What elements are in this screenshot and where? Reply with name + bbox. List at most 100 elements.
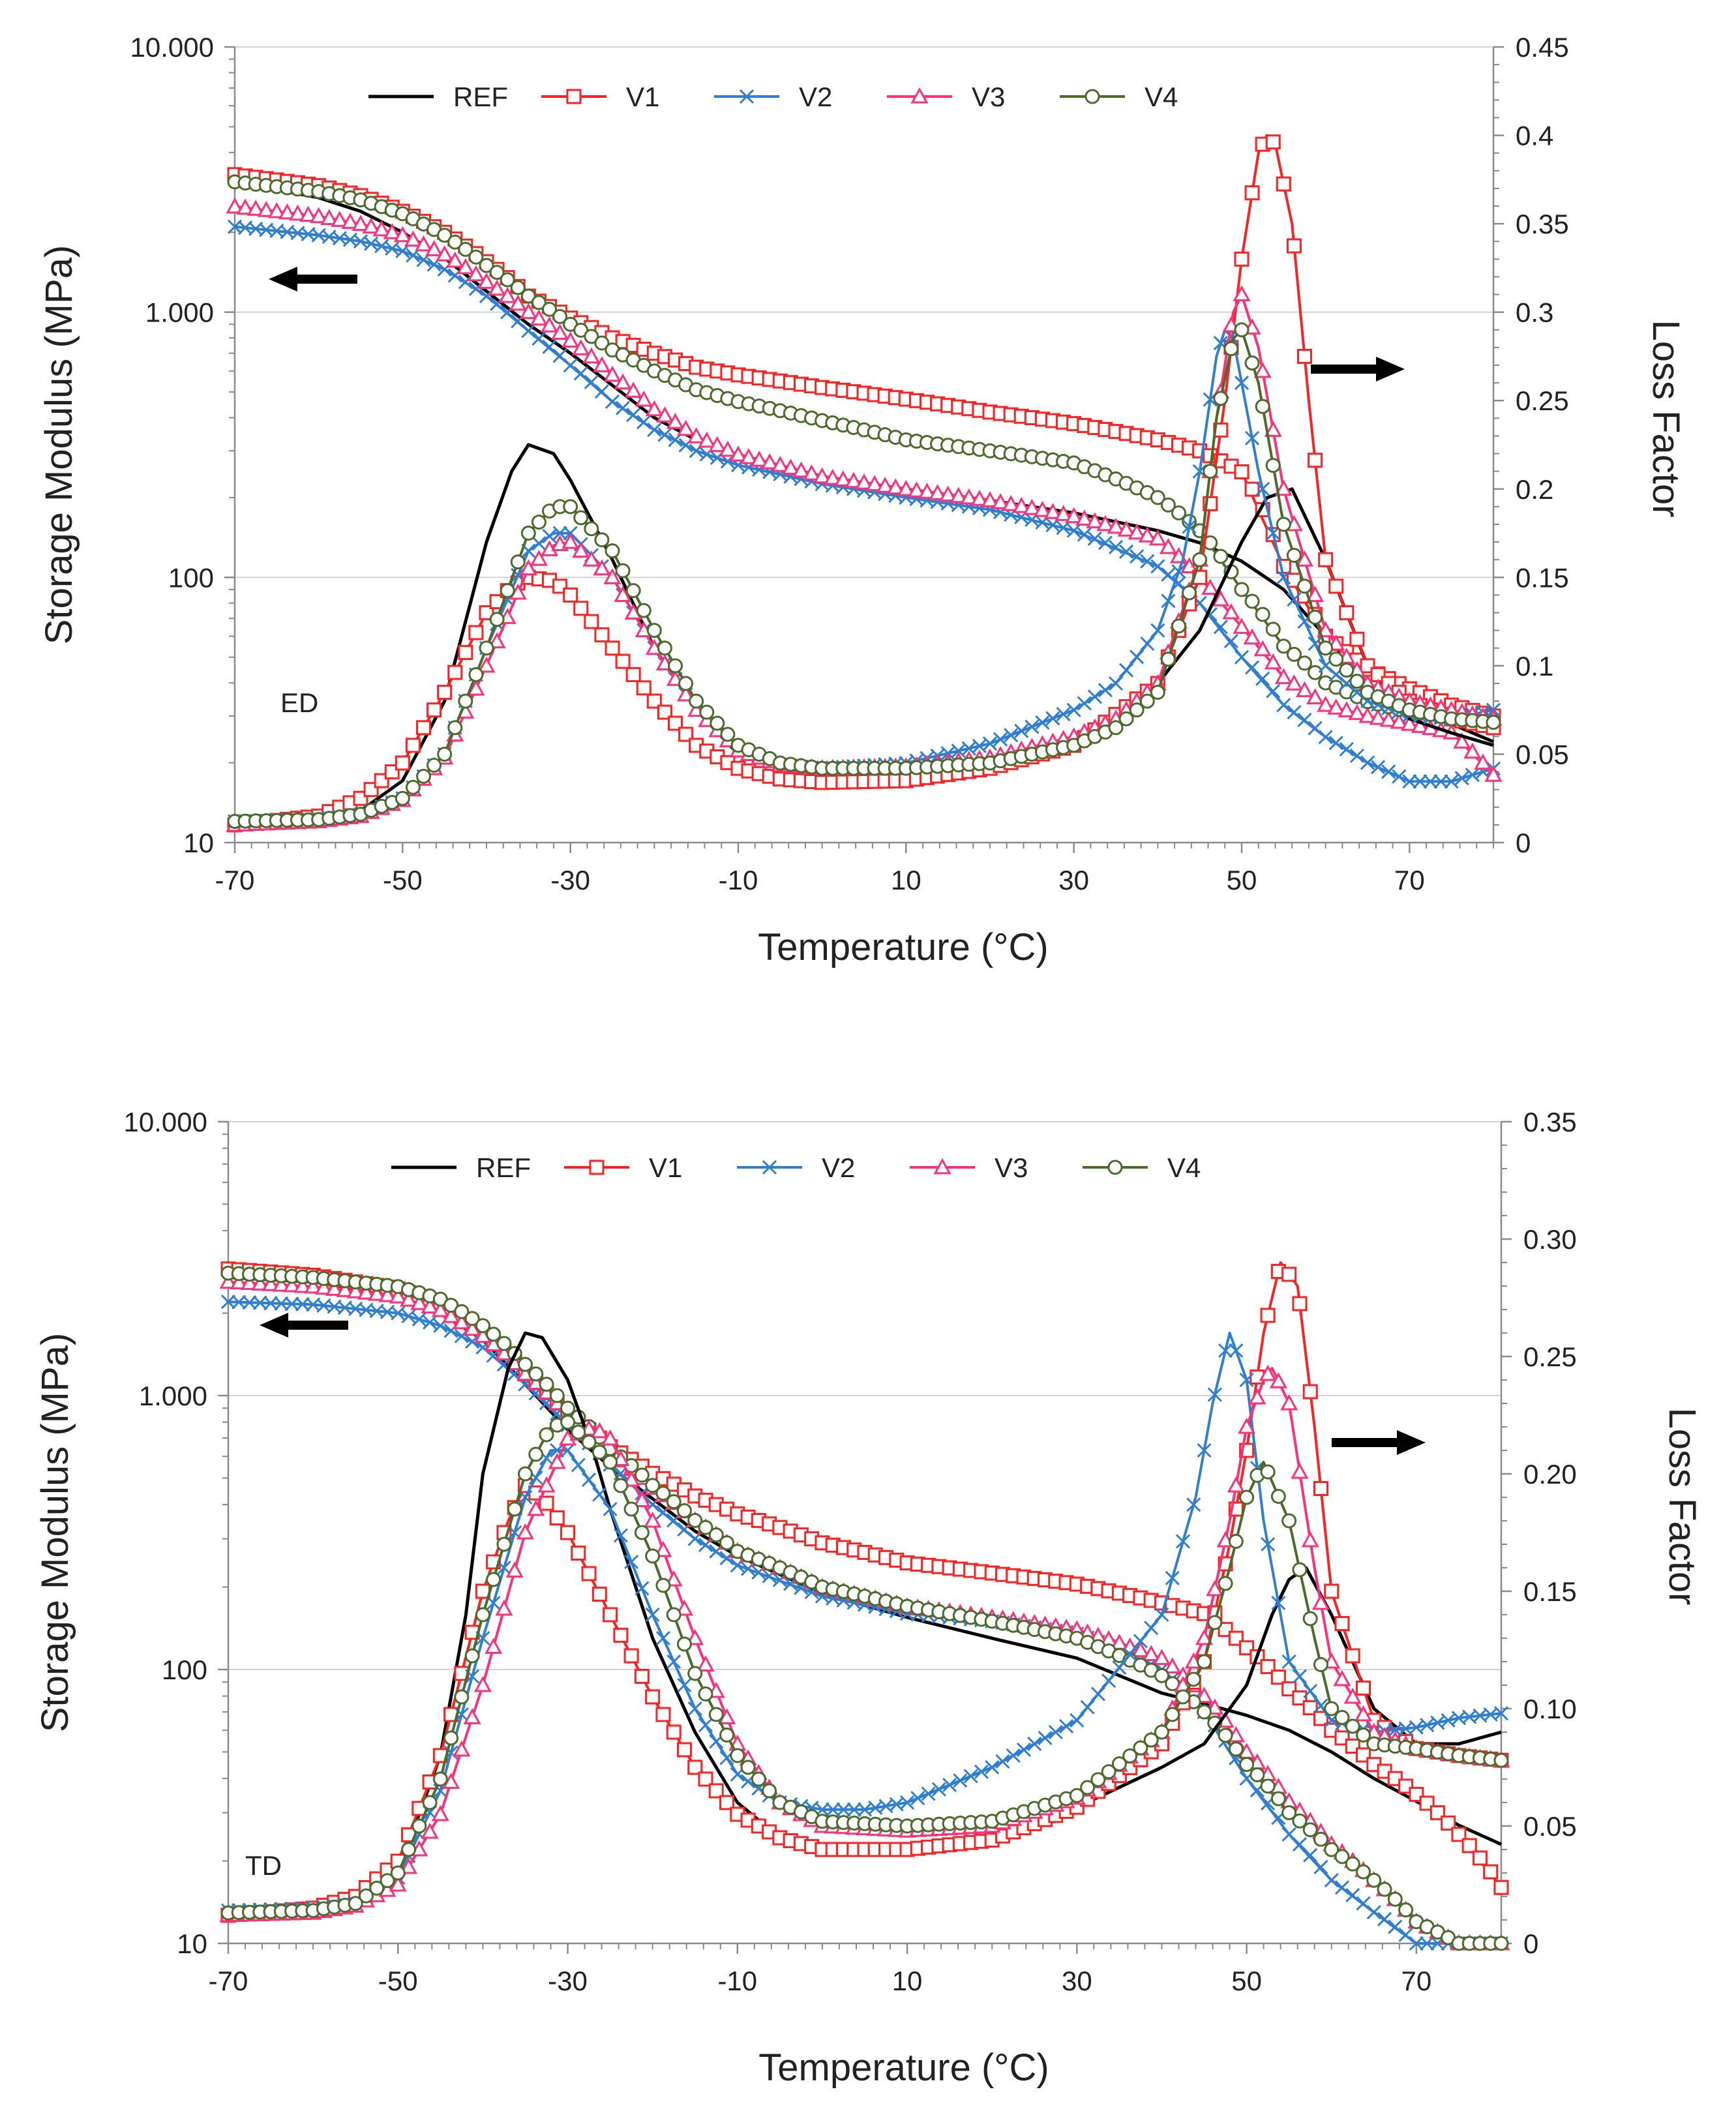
- data-point: [510, 554, 526, 570]
- data-point: [414, 235, 433, 252]
- legend-item-v2: V2: [737, 1152, 855, 1183]
- y-right-tick-label: 0.35: [1516, 209, 1569, 239]
- data-point: [1356, 1896, 1371, 1911]
- data-point: [1409, 1936, 1424, 1951]
- data-point: [1087, 689, 1102, 704]
- data-point: [1338, 701, 1356, 717]
- data-point: [1245, 430, 1260, 445]
- data-point: [1239, 1372, 1254, 1388]
- data-point: [467, 680, 485, 696]
- data-point: [1043, 503, 1062, 519]
- data-point: [605, 543, 620, 559]
- data-point: [1377, 1881, 1392, 1897]
- data-point: [442, 1307, 460, 1323]
- y-right-tick-label: 0: [1523, 1928, 1538, 1959]
- data-point: [1075, 509, 1094, 526]
- data-point: [1218, 1728, 1233, 1743]
- legend-label: V2: [822, 1152, 855, 1183]
- data-point: [624, 1554, 639, 1570]
- data-point: [1056, 707, 1071, 722]
- data-point: [443, 1297, 459, 1313]
- data-point: [496, 1536, 512, 1552]
- data-point: [437, 685, 453, 700]
- data-point: [1243, 628, 1261, 645]
- data-point: [1234, 251, 1250, 267]
- data-point: [1112, 1660, 1127, 1675]
- data-point: [464, 1648, 480, 1664]
- data-point: [368, 1285, 386, 1301]
- data-point: [1493, 1879, 1509, 1895]
- data-point: [1493, 1936, 1509, 1951]
- data-point: [655, 1707, 671, 1722]
- data-point: [357, 1283, 376, 1300]
- data-point: [240, 1274, 259, 1290]
- data-point: [645, 1478, 661, 1493]
- x-tick-label: -50: [383, 865, 423, 895]
- x-tick-label: -10: [719, 865, 758, 895]
- legend-item-v1: V1: [564, 1152, 682, 1183]
- data-point: [267, 202, 286, 218]
- data-point: [1324, 1583, 1339, 1599]
- y-right-tick-label: 0.20: [1523, 1459, 1577, 1490]
- data-point: [939, 485, 957, 502]
- data-point: [405, 738, 421, 753]
- x-tick-label: 30: [1058, 865, 1089, 895]
- data-point: [1128, 523, 1146, 540]
- data-point: [1129, 702, 1145, 718]
- series-line: [234, 225, 1494, 783]
- data-point: [687, 1666, 703, 1681]
- data-point: [1148, 529, 1167, 546]
- data-point: [251, 1274, 269, 1291]
- data-point: [594, 627, 610, 642]
- data-point: [468, 625, 484, 640]
- data-point: [236, 198, 254, 215]
- data-point: [1493, 1706, 1509, 1721]
- data-point: [436, 245, 454, 262]
- data-point: [530, 549, 548, 566]
- data-point: [1360, 755, 1375, 770]
- data-point: [1311, 1593, 1330, 1610]
- data-point: [687, 1531, 702, 1546]
- data-point: [1203, 464, 1218, 479]
- data-point: [1266, 683, 1281, 698]
- data-point: [1131, 1641, 1150, 1658]
- legend-item-v1: V1: [541, 82, 659, 112]
- data-point: [427, 757, 442, 773]
- data-point: [1465, 768, 1480, 783]
- data-point: [655, 1486, 671, 1501]
- data-point: [431, 1804, 449, 1821]
- data-point: [836, 1802, 851, 1817]
- data-point: [423, 1315, 438, 1330]
- data-point: [477, 656, 496, 673]
- series-v4-loss-factor: [227, 322, 1501, 829]
- data-point: [657, 704, 672, 720]
- data-point: [1297, 655, 1312, 671]
- x-axis-label: Temperature (°C): [758, 926, 1048, 968]
- legend-label: V4: [1145, 82, 1178, 112]
- data-point: [542, 339, 557, 354]
- x-tick-label: -30: [550, 865, 590, 895]
- data-point: [1002, 495, 1020, 511]
- data-point: [1333, 1669, 1351, 1686]
- data-point: [1366, 1872, 1382, 1888]
- data-point: [1286, 547, 1302, 563]
- data-point: [719, 1728, 735, 1743]
- data-point: [897, 480, 915, 496]
- data-point: [708, 1783, 724, 1799]
- data-point: [1161, 567, 1176, 582]
- data-point: [1306, 586, 1324, 602]
- x-tick-label: -70: [209, 1966, 248, 1996]
- data-point: [1206, 1580, 1224, 1596]
- data-point: [1280, 1394, 1298, 1411]
- series-v4-loss-factor: [220, 1415, 1509, 1921]
- data-point: [698, 431, 716, 448]
- data-point: [1274, 479, 1293, 496]
- data-point: [1433, 774, 1448, 789]
- data-point: [510, 280, 526, 295]
- legend-swatch-marker: [933, 1158, 951, 1175]
- data-point: [687, 1759, 703, 1775]
- data-point: [341, 213, 359, 229]
- data-point: [720, 726, 736, 742]
- panel-label: TD: [245, 1850, 282, 1881]
- data-point: [468, 249, 484, 265]
